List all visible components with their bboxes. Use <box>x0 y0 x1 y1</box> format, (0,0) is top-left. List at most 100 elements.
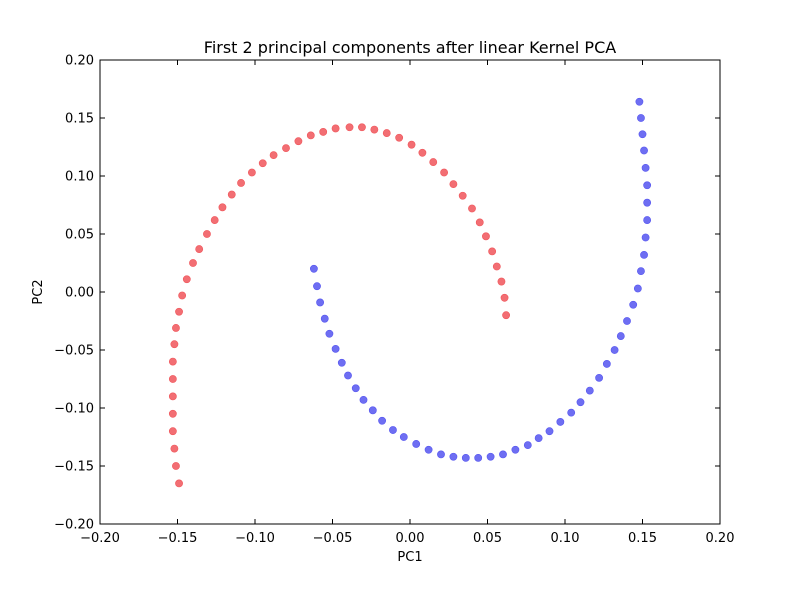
scatter-point <box>258 159 267 168</box>
scatter-point <box>178 291 187 300</box>
scatter-point <box>378 416 386 425</box>
scatter-point <box>502 311 510 320</box>
scatter-point <box>172 324 180 332</box>
scatter-point <box>168 409 177 418</box>
scatter-point <box>534 434 543 443</box>
scatter-point <box>325 329 334 338</box>
scatter-point <box>633 284 642 293</box>
scatter-point <box>306 131 315 140</box>
scatter-point <box>643 216 652 224</box>
scatter-point <box>637 267 645 276</box>
scatter-point <box>585 386 594 395</box>
y-tick-label: −0.10 <box>54 402 94 417</box>
scatter-point <box>269 151 278 160</box>
scatter-point <box>556 418 565 426</box>
scatter-point <box>475 218 484 227</box>
scatter-point <box>368 406 377 415</box>
scatter-point <box>482 232 490 241</box>
scatter-point <box>182 275 191 284</box>
scatter-point <box>319 128 328 136</box>
scatter-point <box>370 125 379 134</box>
scatter-point <box>172 462 180 470</box>
x-tick-label: −0.20 <box>80 531 120 546</box>
scatter-point <box>175 479 183 488</box>
scatter-point <box>316 298 324 307</box>
scatter-point <box>602 360 611 368</box>
x-axis-label: PC1 <box>397 550 422 565</box>
scatter-point <box>170 340 179 349</box>
y-tick-label: 0.15 <box>65 112 94 127</box>
scatter-point <box>168 427 177 436</box>
scatter-point <box>474 453 483 462</box>
scatter-point <box>440 168 448 177</box>
plot-frame <box>99 59 721 525</box>
scatter-point <box>331 124 340 133</box>
scatter-point <box>168 392 177 401</box>
scatter-point <box>640 250 648 259</box>
scatter-point <box>337 358 346 367</box>
scatter-point <box>499 450 507 459</box>
scatter-point <box>545 427 554 436</box>
scatter-point <box>358 123 366 132</box>
scatter-point <box>500 293 509 302</box>
scatter-point <box>382 129 391 137</box>
scatter-point <box>247 168 256 177</box>
y-tick-label: −0.20 <box>54 518 94 533</box>
points-layer <box>168 97 652 488</box>
scatter-point <box>511 445 520 454</box>
scatter-point <box>458 191 467 200</box>
scatter-point <box>640 146 648 155</box>
scatter-point <box>344 371 352 380</box>
y-tick-label: −0.15 <box>54 460 94 475</box>
scatter-point <box>623 317 631 325</box>
scatter-point <box>351 384 360 393</box>
scatter-point <box>488 247 497 256</box>
scatter-point <box>468 204 476 213</box>
scatter-point <box>567 408 576 417</box>
y-tick-label: 0.10 <box>65 170 94 185</box>
scatter-point <box>195 245 204 253</box>
x-tick-label: 0.05 <box>473 531 502 546</box>
scatter-point <box>237 179 245 187</box>
scatter-point <box>595 373 603 382</box>
scatter-point <box>320 314 329 323</box>
scatter-point <box>345 123 354 132</box>
scatter-point <box>437 450 445 459</box>
series-2 <box>309 97 652 462</box>
y-tick-label: 0.05 <box>65 228 94 243</box>
chart-title: First 2 principal components after linea… <box>204 38 616 57</box>
scatter-point <box>168 357 177 366</box>
scatter-point <box>175 307 183 316</box>
y-tick-label: 0.20 <box>65 54 94 69</box>
scatter-point <box>210 216 219 224</box>
x-tick-label: −0.10 <box>235 531 275 546</box>
scatter-point <box>294 137 303 146</box>
scatter-point <box>399 433 408 441</box>
scatter-point <box>643 198 652 207</box>
scatter-point <box>610 346 619 354</box>
scatter-point <box>637 114 645 122</box>
scatter-point <box>407 140 416 149</box>
x-tick-label: −0.05 <box>313 531 353 546</box>
scatter-point <box>424 445 433 454</box>
x-axis: −0.20 −0.15 −0.10 −0.05 0.00 0.05 0.10 0.15 0.20 <box>80 60 734 546</box>
scatter-point <box>203 230 211 238</box>
y-axis: −0.20 −0.15 −0.10 −0.05 0.00 0.05 0.10 0.15 0.20 <box>54 54 720 533</box>
scatter-point <box>492 262 501 271</box>
scatter-point <box>389 426 397 434</box>
scatter-point <box>168 375 177 383</box>
scatter-point <box>331 344 340 353</box>
series-1 <box>168 123 510 488</box>
scatter-point <box>576 398 585 407</box>
x-tick-label: 0.20 <box>706 531 735 546</box>
scatter-point <box>497 277 506 286</box>
scatter-point <box>643 181 652 190</box>
y-tick-label: −0.05 <box>54 344 94 359</box>
scatter-point <box>418 148 427 157</box>
scatter-point <box>313 282 321 291</box>
scatter-point <box>486 452 495 461</box>
x-tick-label: 0.15 <box>628 531 657 546</box>
x-tick-label: 0.10 <box>551 531 580 546</box>
scatter-point <box>170 444 179 453</box>
